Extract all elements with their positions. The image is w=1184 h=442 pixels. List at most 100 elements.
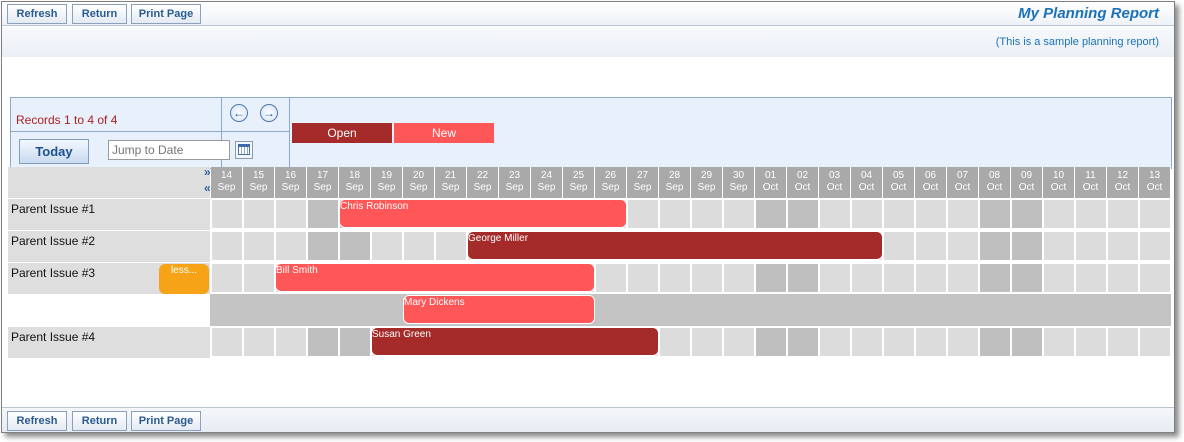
task-bar[interactable]: Mary Dickens [403, 295, 595, 324]
grid-cell[interactable] [595, 263, 627, 293]
grid-cell[interactable] [627, 263, 659, 293]
grid-cell[interactable] [947, 199, 979, 229]
grid-cell[interactable] [1139, 327, 1171, 357]
refresh-button-bottom[interactable]: Refresh [7, 411, 67, 431]
grid-cell[interactable] [979, 263, 1011, 293]
grid-cell[interactable] [723, 199, 755, 229]
grid-cell[interactable] [1139, 231, 1171, 261]
today-button[interactable]: Today [19, 139, 89, 164]
grid-cell[interactable] [275, 327, 307, 357]
grid-cell[interactable] [755, 199, 787, 229]
grid-cell[interactable] [755, 263, 787, 293]
grid-cell[interactable] [1075, 263, 1107, 293]
print-page-button-bottom[interactable]: Print Page [131, 411, 201, 431]
grid-cell[interactable] [787, 199, 819, 229]
grid-cell[interactable] [915, 327, 947, 357]
grid-cell[interactable] [1043, 199, 1075, 229]
task-bar[interactable]: Susan Green [371, 327, 659, 356]
jump-to-date-input[interactable] [108, 140, 230, 160]
grid-cell[interactable] [883, 263, 915, 293]
grid-cell[interactable] [1075, 231, 1107, 261]
grid-cell[interactable] [1011, 231, 1043, 261]
grid-cell[interactable] [1011, 263, 1043, 293]
grid-cell[interactable] [819, 327, 851, 357]
grid-cell[interactable] [755, 327, 787, 357]
grid-cell[interactable] [947, 263, 979, 293]
grid-cell[interactable] [979, 199, 1011, 229]
task-bar[interactable]: Chris Robinson [339, 199, 627, 228]
grid-cell[interactable] [1011, 199, 1043, 229]
return-button-bottom[interactable]: Return [72, 411, 127, 431]
grid-cell[interactable] [1139, 263, 1171, 293]
refresh-button[interactable]: Refresh [7, 4, 67, 24]
grid-cell[interactable] [947, 231, 979, 261]
grid-cell[interactable] [1139, 199, 1171, 229]
grid-cell[interactable] [883, 327, 915, 357]
grid-cell[interactable] [1075, 199, 1107, 229]
grid-cell[interactable] [851, 327, 883, 357]
grid-cell[interactable] [723, 327, 755, 357]
grid-cell[interactable] [1107, 263, 1139, 293]
grid-cell[interactable] [627, 199, 659, 229]
grid-cell[interactable] [691, 327, 723, 357]
less-toggle-button[interactable]: less... [159, 264, 209, 294]
grid-cell[interactable] [211, 231, 243, 261]
grid-cell[interactable] [947, 327, 979, 357]
task-bar[interactable]: Bill Smith [275, 263, 595, 292]
grid-cell[interactable] [691, 263, 723, 293]
grid-cell[interactable] [723, 263, 755, 293]
grid-cell[interactable] [787, 327, 819, 357]
grid-cell[interactable] [1075, 327, 1107, 357]
day-number: 06 [924, 170, 937, 181]
arrow-left-icon[interactable]: ← [230, 104, 248, 122]
grid-cell[interactable] [851, 263, 883, 293]
grid-cell[interactable] [819, 263, 851, 293]
grid-cell[interactable] [371, 231, 403, 261]
grid-cell[interactable] [819, 199, 851, 229]
grid-cell[interactable] [243, 263, 275, 293]
grid-cell[interactable] [339, 231, 371, 261]
arrow-right-icon[interactable]: → [260, 104, 278, 122]
grid-cell[interactable] [307, 327, 339, 357]
grid-cell[interactable] [211, 263, 243, 293]
grid-cell[interactable] [211, 199, 243, 229]
grid-cell[interactable] [915, 263, 947, 293]
grid-cell[interactable] [883, 231, 915, 261]
grid-cell[interactable] [787, 263, 819, 293]
grid-cell[interactable] [403, 231, 435, 261]
grid-cell[interactable] [1043, 327, 1075, 357]
grid-cell[interactable] [659, 199, 691, 229]
calendar-icon[interactable] [235, 141, 253, 159]
grid-cell[interactable] [979, 327, 1011, 357]
grid-cell[interactable] [659, 263, 691, 293]
grid-cell[interactable] [1011, 327, 1043, 357]
grid-cell[interactable] [851, 199, 883, 229]
grid-cell[interactable] [1107, 327, 1139, 357]
grid-cell[interactable] [307, 231, 339, 261]
expand-all-icon[interactable]: » [204, 165, 211, 179]
grid-cell[interactable] [979, 231, 1011, 261]
grid-cell[interactable] [691, 199, 723, 229]
grid-cell[interactable] [307, 199, 339, 229]
grid-cell[interactable] [339, 327, 371, 357]
grid-cell[interactable] [1043, 263, 1075, 293]
grid-cell[interactable] [1107, 231, 1139, 261]
grid-cell[interactable] [659, 327, 691, 357]
grid-cell[interactable] [243, 231, 275, 261]
collapse-all-icon[interactable]: « [204, 181, 211, 195]
grid-cell[interactable] [915, 231, 947, 261]
day-header: 27 Sep [627, 167, 659, 198]
grid-cell[interactable] [883, 199, 915, 229]
grid-cell[interactable] [1043, 231, 1075, 261]
grid-cell[interactable] [211, 327, 243, 357]
task-bar[interactable]: George Miller [467, 231, 883, 260]
grid-cell[interactable] [1107, 199, 1139, 229]
grid-cell[interactable] [243, 199, 275, 229]
grid-cell[interactable] [275, 231, 307, 261]
return-button[interactable]: Return [72, 4, 127, 24]
print-page-button[interactable]: Print Page [131, 4, 201, 24]
grid-cell[interactable] [915, 199, 947, 229]
grid-cell[interactable] [243, 327, 275, 357]
grid-cell[interactable] [435, 231, 467, 261]
grid-cell[interactable] [275, 199, 307, 229]
